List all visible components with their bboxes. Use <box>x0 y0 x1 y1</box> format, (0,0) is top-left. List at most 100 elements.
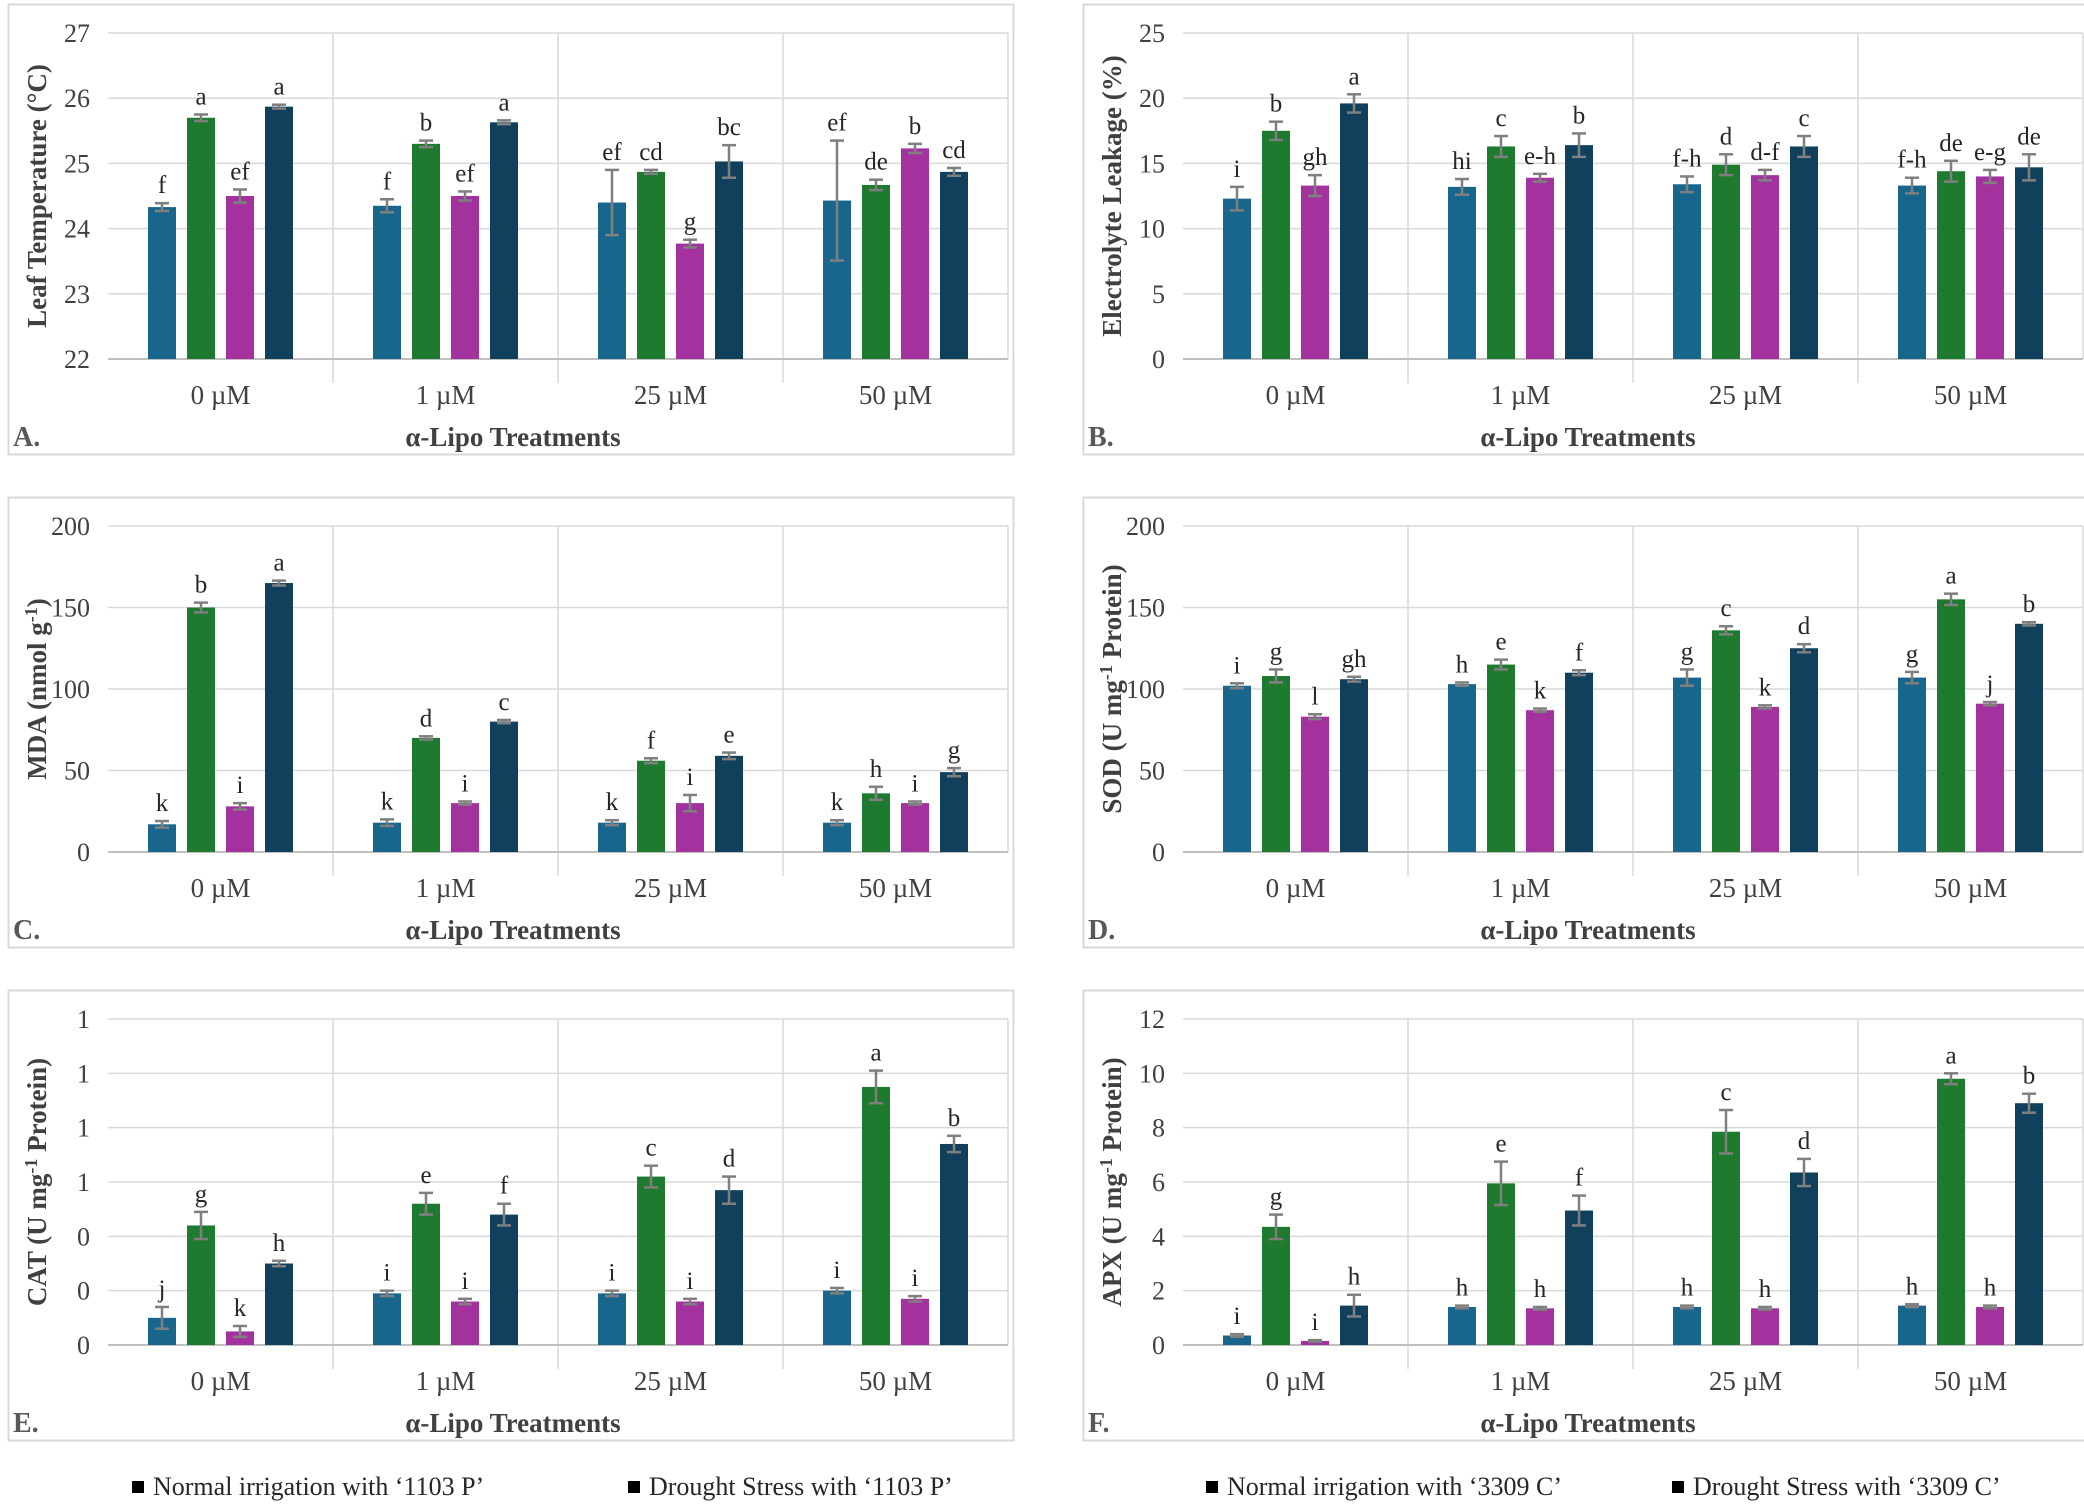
significance-label: c <box>1798 105 1809 132</box>
bar <box>1223 685 1251 852</box>
significance-label: i <box>687 1268 694 1295</box>
panel-frame <box>7 989 1015 1442</box>
x-tick-label: 50 µM <box>859 1366 932 1396</box>
significance-label: e <box>1495 1131 1506 1158</box>
bar <box>265 583 293 852</box>
significance-label: f <box>500 1173 509 1200</box>
legend-swatch <box>1206 1481 1218 1493</box>
significance-label: ef <box>230 158 250 185</box>
significance-label: h <box>1906 1273 1919 1300</box>
bar <box>1526 177 1554 359</box>
significance-label: a <box>498 89 509 116</box>
significance-label: f <box>647 727 656 754</box>
y-tick-label: 1 <box>77 1059 90 1088</box>
bar <box>451 803 479 852</box>
significance-label: i <box>1312 1309 1319 1336</box>
significance-label: d <box>1798 1128 1811 1155</box>
x-axis-title: α-Lipo Treatments <box>1480 422 1695 452</box>
bar <box>1223 1335 1251 1345</box>
bar <box>412 143 440 359</box>
significance-label: cd <box>942 137 966 164</box>
significance-label: h <box>1759 1276 1772 1303</box>
y-tick-label: 0 <box>77 838 90 867</box>
bar <box>1937 1078 1965 1345</box>
y-tick-label: 4 <box>1152 1222 1165 1251</box>
bar <box>187 1225 215 1345</box>
x-axis-title: α-Lipo Treatments <box>405 1408 620 1438</box>
significance-label: c <box>645 1135 656 1162</box>
x-axis-title: α-Lipo Treatments <box>1480 1408 1695 1438</box>
bar <box>187 117 215 359</box>
significance-label: h <box>1348 1264 1361 1291</box>
panel-frame <box>1082 496 2084 949</box>
bar <box>490 1214 518 1345</box>
legend-label: Normal irrigation with ‘1103 P’ <box>153 1472 485 1501</box>
significance-label: h <box>1534 1276 1547 1303</box>
y-tick-label: 200 <box>1126 512 1165 541</box>
significance-label: ef <box>827 110 847 137</box>
bar <box>940 1143 968 1345</box>
x-tick-label: 0 µM <box>191 1366 251 1396</box>
bar <box>940 171 968 359</box>
bar <box>373 822 401 852</box>
significance-label: a <box>195 84 206 111</box>
bar <box>1301 716 1329 852</box>
y-tick-label: 8 <box>1152 1114 1165 1143</box>
significance-label: e <box>420 1162 431 1189</box>
legend-label: Drought Stress with ‘3309 C’ <box>1693 1472 2001 1501</box>
significance-label: h <box>1456 1275 1469 1302</box>
significance-label: k <box>831 789 844 816</box>
legend-label: Drought Stress with ‘1103 P’ <box>649 1472 953 1501</box>
significance-label: i <box>462 770 469 797</box>
bar <box>940 772 968 852</box>
significance-label: c <box>1495 105 1506 132</box>
x-tick-label: 1 µM <box>416 1366 476 1396</box>
y-tick-label: 0 <box>77 1222 90 1251</box>
bar <box>1712 164 1740 359</box>
y-axis-title: Electrolyte Leakage (%) <box>1097 55 1127 336</box>
significance-label: i <box>912 770 919 797</box>
significance-label: c <box>1720 595 1731 622</box>
significance-label: f <box>1575 1165 1584 1192</box>
bar <box>2015 1103 2043 1345</box>
significance-label: k <box>156 790 169 817</box>
significance-label: d <box>723 1146 736 1173</box>
bar <box>1565 145 1593 359</box>
significance-label: h <box>273 1230 286 1257</box>
y-tick-label: 6 <box>1152 1168 1165 1197</box>
significance-label: b <box>2023 1063 2036 1090</box>
significance-label: i <box>384 1260 391 1287</box>
significance-label: d <box>1798 613 1811 640</box>
bar <box>1487 1183 1515 1345</box>
x-tick-label: 50 µM <box>859 380 932 410</box>
y-tick-label: 22 <box>64 345 90 374</box>
significance-label: j <box>1986 671 1994 698</box>
bar <box>598 1293 626 1345</box>
significance-label: e-g <box>1974 139 2006 166</box>
y-tick-label: 200 <box>51 512 90 541</box>
significance-label: c <box>498 689 509 716</box>
bar <box>676 1301 704 1345</box>
bar <box>1712 1131 1740 1345</box>
bar <box>451 196 479 359</box>
bar <box>1526 1308 1554 1345</box>
significance-label: h <box>1456 651 1469 678</box>
significance-label: b <box>1270 91 1283 118</box>
significance-label: de <box>1939 130 1963 157</box>
x-tick-label: 0 µM <box>1266 1366 1326 1396</box>
significance-label: g <box>684 209 697 236</box>
significance-label: k <box>1534 678 1547 705</box>
significance-label: j <box>158 1276 166 1303</box>
y-tick-label: 10 <box>1139 215 1165 244</box>
bar <box>226 196 254 359</box>
bar <box>637 171 665 359</box>
significance-label: b <box>948 1105 961 1132</box>
bar <box>598 822 626 852</box>
significance-label: i <box>462 1268 469 1295</box>
bar <box>637 760 665 852</box>
panel-frame <box>7 496 1015 949</box>
x-tick-label: 1 µM <box>416 380 476 410</box>
bar <box>1976 703 2004 852</box>
significance-label: i <box>834 1257 841 1284</box>
bar <box>1487 146 1515 359</box>
